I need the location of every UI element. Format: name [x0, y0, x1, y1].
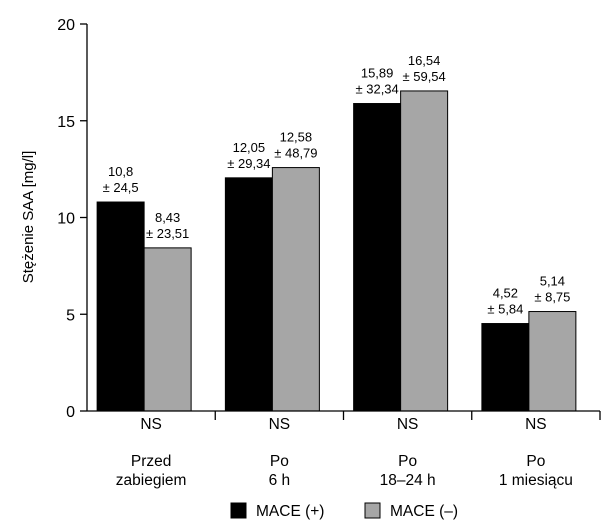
bar-2-1 — [143, 247, 192, 412]
legend-swatch-1 — [230, 502, 247, 519]
legend: MACE (+) MACE (–) — [230, 502, 458, 520]
bar-1-1 — [96, 201, 145, 412]
y-tick-label-5: 20 — [57, 17, 75, 34]
data-label-2-3: 16,54 ± 59,54 — [402, 53, 445, 84]
bar-2-4 — [528, 311, 577, 412]
category-label-2: Po 6 h — [269, 453, 291, 489]
data-label-1-2: 12,05 ± 29,34 — [227, 140, 270, 171]
bar-1-4 — [481, 323, 530, 412]
data-label-2-4: 5,14 ± 8,75 — [534, 274, 570, 305]
category-label-1: Przed zabiegiem — [116, 453, 187, 489]
y-tick-label-1: 0 — [66, 404, 75, 421]
significance-label-4: NS — [525, 416, 547, 433]
y-tick-label-3: 10 — [57, 211, 75, 228]
data-label-1-1: 10,8 ± 24,5 — [103, 164, 139, 195]
category-label-4: Po 1 miesiącu — [499, 453, 573, 489]
y-axis-title: Stężenie SAA [mg/l] — [20, 151, 37, 284]
significance-label-1: NS — [140, 416, 162, 433]
category-label-3: Po 18–24 h — [380, 453, 436, 489]
significance-label-3: NS — [397, 416, 419, 433]
plot-area: 10,8 ± 24,58,43 ± 23,51 NS Przed zabiegiem 12,… — [57, 17, 601, 489]
data-label-1-3: 15,89 ± 32,34 — [355, 66, 398, 97]
bar-2-3 — [400, 90, 449, 412]
bar-1-2 — [224, 177, 273, 412]
bar-1-3 — [353, 103, 402, 412]
data-label-2-1: 8,43 ± 23,51 — [146, 210, 189, 241]
legend-label-2: MACE (–) — [390, 503, 458, 520]
significance-label-2: NS — [269, 416, 291, 433]
data-label-2-2: 12,58 ± 48,79 — [274, 130, 317, 161]
y-tick-label-2: 5 — [66, 307, 75, 324]
y-tick-label-4: 15 — [57, 114, 75, 131]
data-label-1-4: 4,52 ± 5,84 — [487, 286, 523, 317]
bar-2-2 — [271, 167, 320, 412]
legend-label-1: MACE (+) — [256, 503, 324, 520]
legend-swatch-2 — [364, 502, 381, 519]
